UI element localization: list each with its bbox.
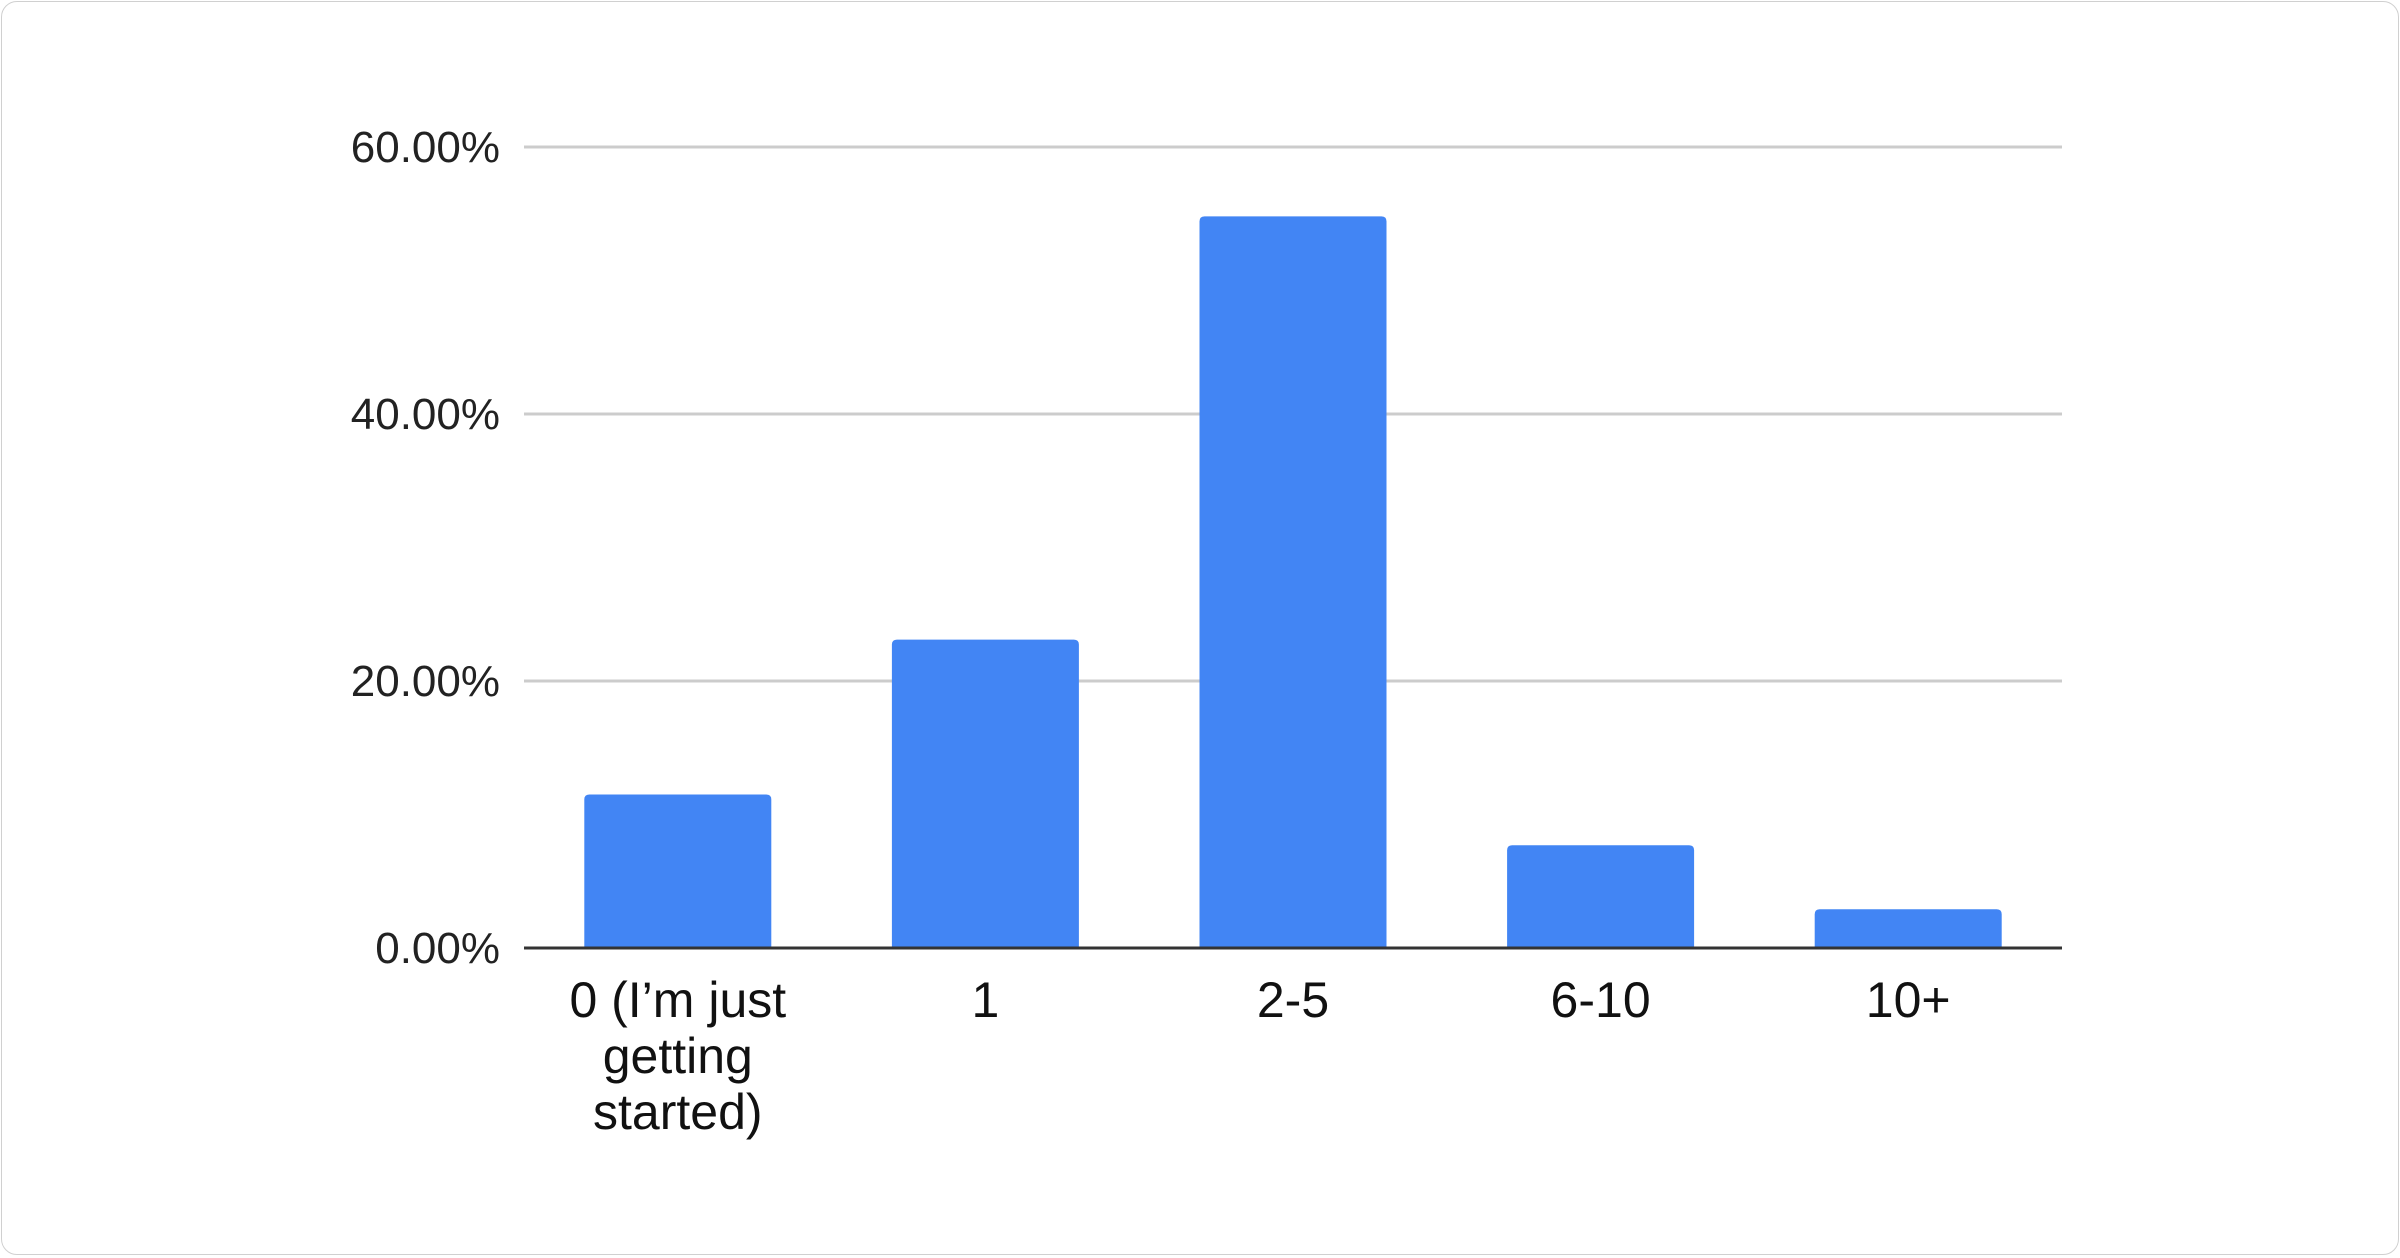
x-tick-label: 2-5 — [1257, 972, 1329, 1028]
x-tick-label: 10+ — [1866, 972, 1951, 1028]
y-tick-label: 60.00% — [351, 123, 500, 172]
x-tick-label: 1 — [971, 972, 999, 1028]
y-tick-label: 40.00% — [351, 390, 500, 439]
x-tick-label-line: 1 — [971, 972, 999, 1028]
x-tick-label-line: getting — [603, 1028, 753, 1084]
x-tick-label: 6-10 — [1551, 972, 1651, 1028]
x-tick-label-line: 10+ — [1866, 972, 1951, 1028]
x-tick-label-line: started) — [593, 1084, 763, 1140]
bar-6-10 — [1507, 845, 1695, 948]
x-tick-label-line: 0 (I’m just — [569, 972, 786, 1028]
y-tick-label: 20.00% — [351, 657, 500, 706]
bar-0-i-m-just-getting-started- — [584, 794, 772, 948]
bar-1 — [891, 639, 1079, 948]
y-tick-label: 0.00% — [375, 924, 500, 973]
bar-10- — [1814, 909, 2002, 948]
bar-2-5 — [1199, 216, 1387, 949]
x-tick-label: 0 (I’m just getting started) — [569, 972, 786, 1140]
x-tick-label-line: 2-5 — [1257, 972, 1329, 1028]
x-tick-label-line: 6-10 — [1551, 972, 1651, 1028]
